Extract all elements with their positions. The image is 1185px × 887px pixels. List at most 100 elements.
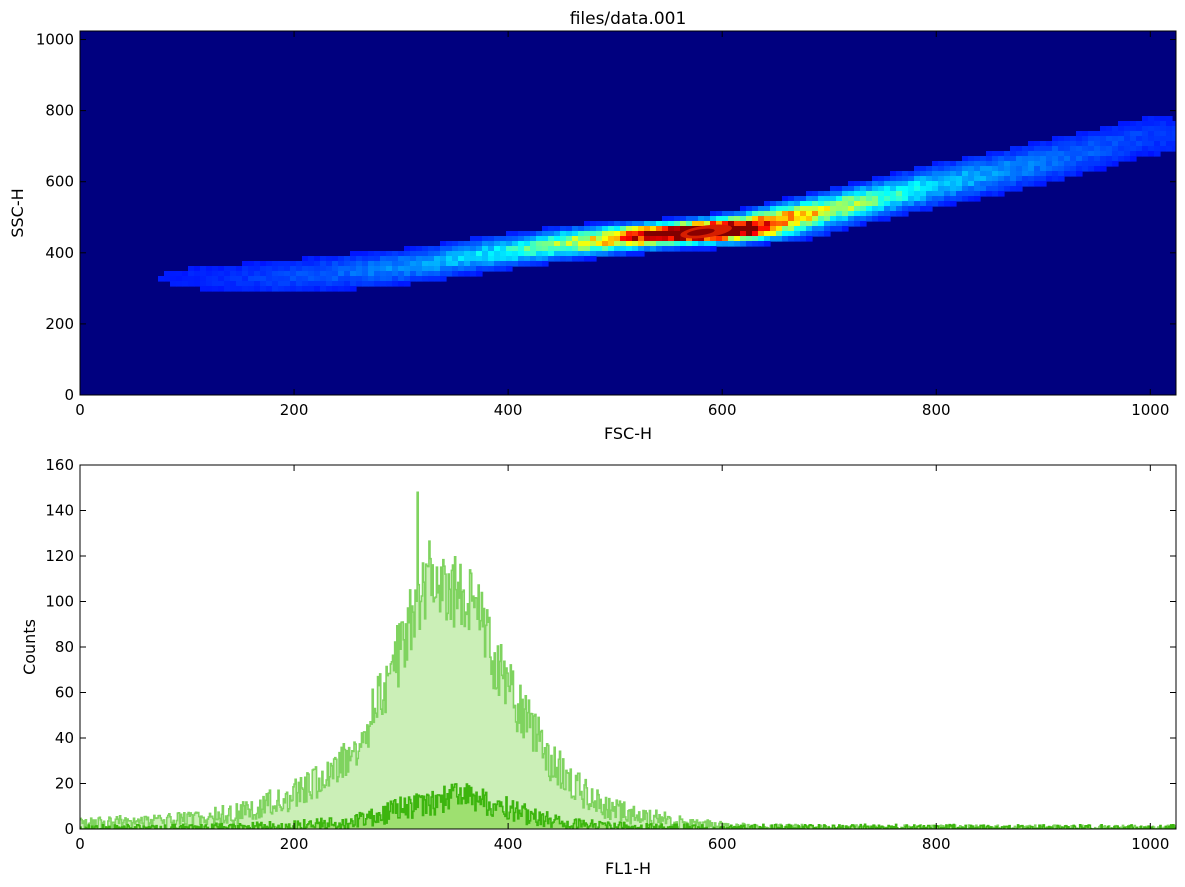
- density-cell: [722, 241, 729, 247]
- density-cell: [746, 216, 753, 222]
- density-cell: [296, 286, 303, 292]
- density-cell: [788, 201, 795, 207]
- density-cell: [620, 251, 627, 257]
- density-cell: [272, 276, 279, 282]
- density-cell: [950, 181, 957, 187]
- density-cell: [1142, 146, 1149, 152]
- density-cell: [206, 281, 213, 287]
- density-cell: [1106, 161, 1113, 167]
- density-cell: [554, 231, 561, 237]
- density-cell: [944, 196, 951, 202]
- density-cell: [446, 256, 453, 262]
- density-cell: [650, 241, 657, 247]
- density-cell: [236, 276, 243, 282]
- density-cell: [848, 211, 855, 217]
- density-cell: [230, 271, 237, 277]
- density-cell: [344, 256, 351, 262]
- density-cell: [512, 251, 519, 257]
- density-cell: [1076, 136, 1083, 142]
- density-cell: [296, 261, 303, 267]
- density-cell: [908, 181, 915, 187]
- density-cell: [482, 256, 489, 262]
- density-cell: [428, 251, 435, 257]
- density-cell: [356, 251, 363, 257]
- density-cell: [338, 276, 345, 282]
- density-cell: [938, 191, 945, 197]
- density-cell: [332, 266, 339, 272]
- density-cell: [980, 166, 987, 172]
- density-cell: [410, 271, 417, 277]
- density-cell: [836, 216, 843, 222]
- density-cell: [740, 221, 747, 227]
- density-cell: [314, 256, 321, 262]
- density-cell: [860, 191, 867, 197]
- density-cell: [200, 266, 207, 272]
- density-cell: [806, 191, 813, 197]
- density-cell: [392, 251, 399, 257]
- density-cell: [668, 236, 675, 242]
- density-cell: [1058, 146, 1065, 152]
- density-cell: [938, 176, 945, 182]
- density-cell: [434, 266, 441, 272]
- density-cell: [440, 241, 447, 247]
- density-cell: [512, 261, 519, 267]
- density-cell: [308, 276, 315, 282]
- density-cell: [290, 266, 297, 272]
- density-cell: [668, 226, 675, 232]
- density-cell: [1046, 166, 1053, 172]
- density-cell: [416, 276, 423, 282]
- x-tick-label: 0: [75, 835, 85, 853]
- density-cell: [1142, 121, 1149, 127]
- density-cell: [308, 256, 315, 262]
- density-cell: [590, 231, 597, 237]
- density-cell: [944, 171, 951, 177]
- density-cell: [314, 276, 321, 282]
- density-cell: [698, 246, 705, 252]
- density-cell: [776, 216, 783, 222]
- density-cell: [1034, 171, 1041, 177]
- density-cell: [242, 271, 249, 277]
- bottom-y-axis: 0 20 40 60 80 100 120 140 160: [45, 456, 1176, 838]
- density-cell: [590, 226, 597, 232]
- density-cell: [638, 241, 645, 247]
- density-cell: [1154, 146, 1161, 152]
- density-cell: [746, 236, 753, 242]
- density-cell: [1070, 171, 1077, 177]
- density-cell: [698, 236, 705, 242]
- density-cell: [254, 266, 261, 272]
- density-cell: [362, 276, 369, 282]
- density-cell: [560, 226, 567, 232]
- density-cell: [1082, 156, 1089, 162]
- density-cell: [338, 271, 345, 277]
- density-cell: [956, 191, 963, 197]
- density-cell: [1172, 121, 1176, 127]
- density-cell: [776, 206, 783, 212]
- density-cell: [230, 276, 237, 282]
- density-cell: [710, 236, 717, 242]
- density-cell: [1070, 146, 1077, 152]
- density-cell: [404, 251, 411, 257]
- density-cell: [896, 201, 903, 207]
- density-cell: [362, 271, 369, 277]
- density-cell: [752, 211, 759, 217]
- density-cell: [968, 156, 975, 162]
- density-cell: [974, 161, 981, 167]
- density-cell: [242, 281, 249, 287]
- density-cell: [194, 281, 201, 287]
- density-cell: [596, 236, 603, 242]
- density-cell: [1130, 136, 1137, 142]
- density-cell: [614, 236, 621, 242]
- density-cell: [800, 216, 807, 222]
- density-cell: [458, 251, 465, 257]
- density-cell: [404, 271, 411, 277]
- density-cell: [512, 236, 519, 242]
- density-cell: [968, 191, 975, 197]
- density-cell: [380, 251, 387, 257]
- density-cell: [1118, 121, 1125, 127]
- density-cell: [296, 271, 303, 277]
- density-cell: [752, 231, 759, 237]
- density-cell: [1040, 161, 1047, 167]
- density-cell: [512, 241, 519, 247]
- top-chart-title: files/data.001: [570, 9, 687, 29]
- density-cell: [800, 206, 807, 212]
